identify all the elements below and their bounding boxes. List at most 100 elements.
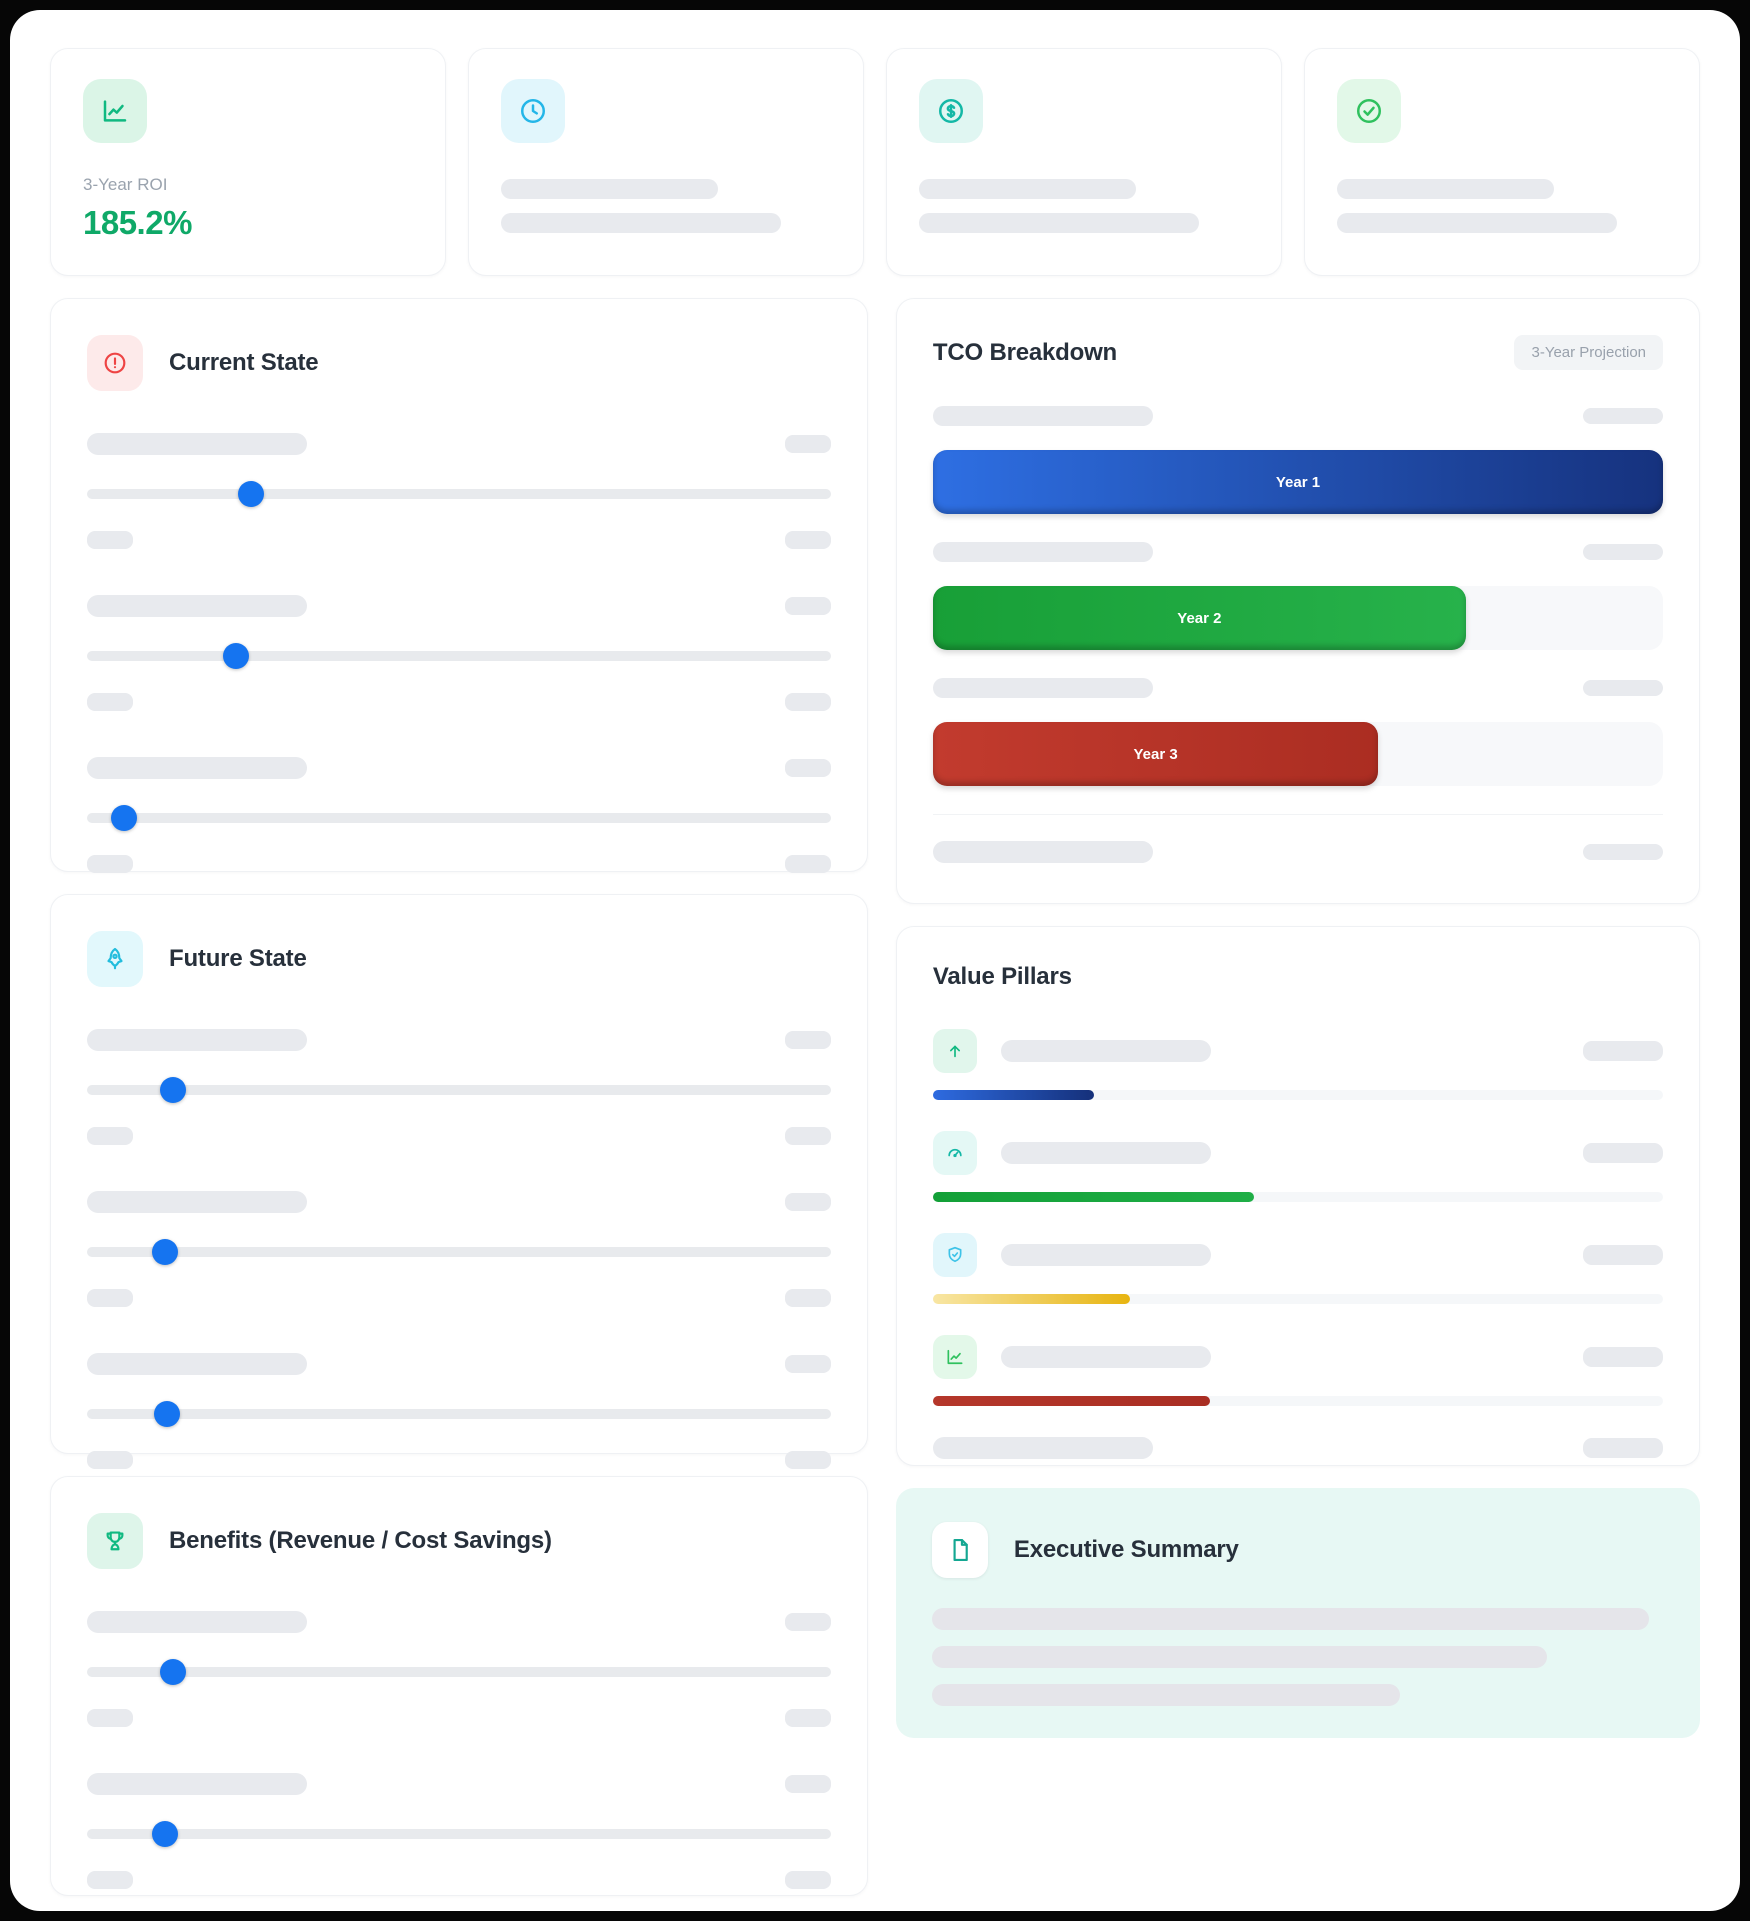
tco-label-skeleton [932,406,1153,426]
slider-group [87,1029,831,1145]
clock-icon [501,79,565,143]
slider-thumb[interactable] [152,1239,179,1265]
max-label-skeleton [784,531,831,549]
field-value-skeleton [784,597,831,615]
slider-group [87,433,831,549]
slider-track[interactable] [87,651,831,661]
max-label-skeleton [784,1709,831,1727]
card-title: Value Pillars [932,963,1072,990]
pillar-track [932,1294,1663,1304]
stat-value-skeleton [501,213,781,233]
footer-label-skeleton [932,1437,1153,1459]
future-state-card: Future State [50,894,868,1469]
min-label-skeleton [87,855,133,873]
field-label-skeleton [87,595,307,617]
field-label-skeleton [87,1191,307,1213]
stat-card-roi: 3-Year ROI 185.2% [50,48,446,276]
pillar-value-skeleton [1583,1143,1663,1163]
slider-thumb[interactable] [222,643,249,669]
field-value-skeleton [784,435,831,453]
trending-up-icon [932,1029,977,1073]
slider[interactable] [87,1401,831,1427]
slider[interactable] [87,643,831,669]
slider-thumb[interactable] [159,1659,186,1685]
stat-value-skeleton [919,213,1199,233]
tco-bar-label: Year 1 [1275,473,1321,491]
slider-group [87,1773,831,1889]
tco-bar-year1: Year 1 [932,450,1663,514]
tco-bar-year3: Year 3 [932,722,1379,786]
min-label-skeleton [87,531,133,549]
gauge-icon [932,1131,977,1175]
slider-thumb[interactable] [152,1821,179,1847]
main-grid: Current State [50,298,1700,1896]
slider[interactable] [87,481,831,507]
slider-group [87,595,831,711]
slider-thumb[interactable] [154,1401,181,1427]
tco-value-skeleton [1583,544,1663,560]
tco-label-row [932,406,1663,426]
field-label-skeleton [87,1029,307,1051]
executive-summary-card: Executive Summary [895,1488,1700,1738]
pillar-progress [932,1090,1094,1100]
slider-thumb[interactable] [237,481,264,507]
stat-card-confidence [1304,48,1700,276]
max-label-skeleton [784,855,831,873]
projection-badge: 3-Year Projection [1514,335,1663,370]
stat-value-skeleton [1337,213,1617,233]
summary-line-skeleton [931,1608,1650,1630]
card-title: Current State [169,349,319,376]
max-label-skeleton [784,1289,831,1307]
alert-circle-icon [87,335,143,391]
pillar-track [932,1396,1663,1406]
document-icon [931,1522,988,1578]
slider-thumb[interactable] [159,1077,186,1103]
pillar-progress [932,1192,1255,1202]
slider[interactable] [87,805,831,831]
pillar-track [932,1192,1663,1202]
check-circle-icon [1337,79,1401,143]
slider[interactable] [87,1821,831,1847]
slider[interactable] [87,1077,831,1103]
pillar-row [932,1029,1663,1073]
stats-row: 3-Year ROI 185.2% [50,48,1700,276]
min-label-skeleton [87,1871,133,1889]
pillar-progress [932,1294,1131,1304]
max-label-skeleton [784,1127,831,1145]
slider-track[interactable] [87,813,831,823]
tco-bar-track: Year 2 [932,586,1663,650]
slider[interactable] [87,1239,831,1265]
slider-track[interactable] [87,1829,831,1839]
shield-icon [932,1233,977,1277]
pillar-value-skeleton [1583,1041,1663,1061]
tco-total-row [932,841,1663,863]
stat-label-skeleton [919,179,1136,199]
divider [932,814,1663,815]
slider-track[interactable] [87,1409,831,1419]
min-label-skeleton [87,1127,133,1145]
card-title: TCO Breakdown [932,338,1118,366]
pillar-value-skeleton [1583,1245,1663,1265]
left-column: Current State [50,298,868,1896]
current-state-card: Current State [50,298,868,873]
tco-total-value-skeleton [1583,844,1663,860]
line-chart-icon [932,1335,977,1379]
pillar-label-skeleton [1000,1142,1211,1164]
slider-track[interactable] [87,1247,831,1257]
slider-thumb[interactable] [111,805,138,831]
stat-value: 185.2% [83,204,192,241]
slider-track[interactable] [87,1667,831,1677]
slider[interactable] [87,1659,831,1685]
tco-label-skeleton [932,542,1153,562]
pillar-value-skeleton [1583,1347,1663,1367]
slider-track[interactable] [87,489,831,499]
pillar-row [932,1131,1663,1175]
slider-track[interactable] [87,1085,831,1095]
min-label-skeleton [87,1289,133,1307]
max-label-skeleton [784,1871,831,1889]
field-label-skeleton [87,1611,307,1633]
pillar-label-skeleton [1000,1040,1211,1062]
stat-card-payback [468,48,864,276]
tco-value-skeleton [1583,408,1663,424]
field-value-skeleton [784,759,831,777]
